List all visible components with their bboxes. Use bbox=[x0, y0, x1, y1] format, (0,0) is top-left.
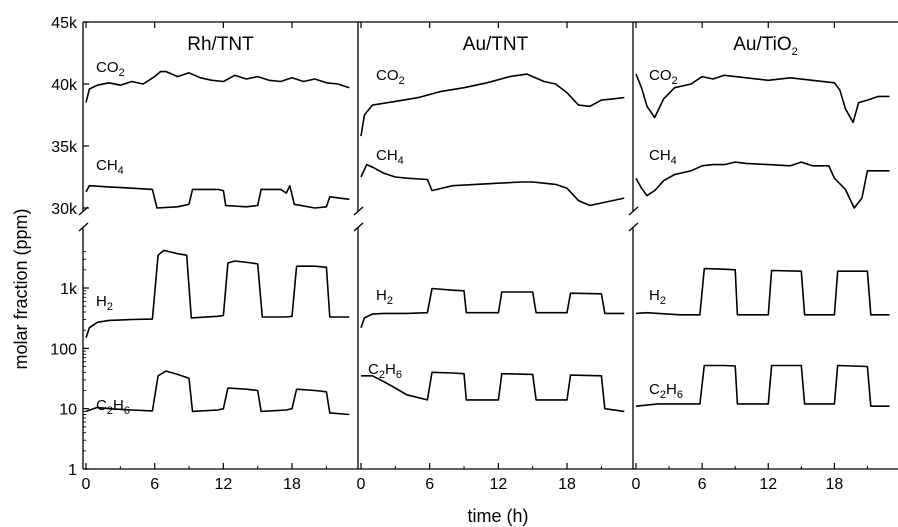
series-line-co2 bbox=[85, 70, 350, 103]
y-tick-label: 10 bbox=[59, 402, 77, 419]
panel-frames bbox=[78, 21, 898, 470]
series-label-h2: H2 bbox=[376, 287, 393, 307]
label-subscript: 4 bbox=[118, 165, 124, 177]
y-tick-label: 1k bbox=[60, 281, 78, 298]
label-subscript: 2 bbox=[660, 389, 666, 401]
label-text: CH bbox=[649, 147, 671, 164]
axis-break-mark bbox=[628, 222, 639, 232]
label-text: CO bbox=[96, 59, 119, 76]
series-label-co2: CO2 bbox=[376, 67, 405, 87]
series-line-ch4 bbox=[85, 184, 350, 209]
panel-title-main: Au/TiO bbox=[733, 34, 791, 55]
label-subscript: 4 bbox=[671, 155, 677, 167]
y-tick-label: 45k bbox=[51, 15, 78, 32]
y-tick-label: 100 bbox=[50, 341, 77, 358]
x-tick-label: 6 bbox=[150, 476, 159, 493]
series-line-co2 bbox=[635, 73, 890, 124]
series-label-c2h6: C2H6 bbox=[96, 397, 130, 417]
panel-title: Rh/TNT bbox=[187, 34, 254, 55]
series-label-ch4: CH4 bbox=[376, 147, 404, 167]
x-tick-label: 0 bbox=[82, 476, 91, 493]
series-line-h2 bbox=[360, 287, 625, 328]
label-subscript: 2 bbox=[379, 369, 385, 381]
series-label-ch4: CH4 bbox=[649, 147, 677, 167]
label-text: CO bbox=[649, 67, 672, 84]
panel-title-subscript: 2 bbox=[792, 46, 798, 58]
series-line-h2 bbox=[85, 249, 350, 338]
series-label-h2: H2 bbox=[96, 293, 113, 313]
label-text: H bbox=[666, 381, 677, 398]
y-axis-title: molar fraction (ppm) bbox=[11, 208, 31, 369]
label-subscript: 4 bbox=[398, 155, 404, 167]
y-tick-label: 40k bbox=[51, 77, 78, 94]
series-line-co2 bbox=[360, 73, 625, 137]
series-line-ch4 bbox=[360, 163, 625, 207]
label-text: CH bbox=[376, 147, 398, 164]
label-subscript: 2 bbox=[387, 295, 393, 307]
series-label-c2h6: C2H6 bbox=[368, 361, 402, 381]
x-tick-label: 6 bbox=[698, 476, 707, 493]
series-label-ch4: CH4 bbox=[96, 157, 124, 177]
axis-break-mark bbox=[353, 222, 364, 232]
label-text: C bbox=[368, 361, 379, 378]
label-subscript: 2 bbox=[107, 405, 113, 417]
label-text: CO bbox=[376, 67, 399, 84]
x-tick-label: 6 bbox=[425, 476, 434, 493]
label-subscript: 2 bbox=[399, 75, 405, 87]
x-tick-label: 12 bbox=[759, 476, 777, 493]
label-text: H bbox=[649, 287, 660, 304]
label-text: H bbox=[96, 293, 107, 310]
series-line-c2h6 bbox=[635, 364, 890, 408]
label-text: H bbox=[376, 287, 387, 304]
x-tick-label: 18 bbox=[558, 476, 576, 493]
label-subscript: 6 bbox=[396, 369, 402, 381]
label-subscript: 2 bbox=[672, 75, 678, 87]
label-text: H bbox=[385, 361, 396, 378]
y-tick-label: 1 bbox=[68, 462, 77, 479]
series-label-co2: CO2 bbox=[649, 67, 678, 87]
label-layer: 0 6 12 18 0 6 12 18 0 6 12 18 30k 35k 40k 45k 1 10 100 1k Rh… bbox=[50, 15, 843, 493]
y-tick-label: 35k bbox=[51, 139, 78, 156]
series-line-c2h6 bbox=[85, 370, 350, 416]
x-axis-title: time (h) bbox=[467, 506, 528, 526]
y-tick-label: 30k bbox=[51, 201, 78, 218]
label-subscript: 2 bbox=[107, 301, 113, 313]
x-tick-label: 0 bbox=[357, 476, 366, 493]
series-line-ch4 bbox=[635, 161, 890, 209]
label-text: H bbox=[113, 397, 124, 414]
panel-title-main: Rh/TNT bbox=[187, 34, 254, 55]
series-label-c2h6: C2H6 bbox=[649, 381, 683, 401]
label-text: C bbox=[96, 397, 107, 414]
panel-title-main: Au/TNT bbox=[463, 34, 529, 55]
series-label-co2: CO2 bbox=[96, 59, 125, 79]
x-tick-label: 18 bbox=[825, 476, 843, 493]
x-tick-label: 18 bbox=[283, 476, 301, 493]
label-subscript: 6 bbox=[677, 389, 683, 401]
label-text: CH bbox=[96, 157, 118, 174]
label-subscript: 2 bbox=[660, 295, 666, 307]
axis-break-mark bbox=[78, 222, 89, 232]
x-tick-label: 12 bbox=[214, 476, 232, 493]
series-line-h2 bbox=[635, 267, 890, 316]
label-subscript: 6 bbox=[124, 405, 130, 417]
panel-title: Au/TiO2 bbox=[733, 34, 798, 58]
x-tick-label: 12 bbox=[489, 476, 507, 493]
x-tick-label: 0 bbox=[632, 476, 641, 493]
label-subscript: 2 bbox=[119, 67, 125, 79]
axis-break-mark bbox=[628, 206, 639, 216]
series-label-h2: H2 bbox=[649, 287, 666, 307]
label-text: C bbox=[649, 381, 660, 398]
panel-title: Au/TNT bbox=[463, 34, 529, 55]
series-line-c2h6 bbox=[361, 371, 625, 413]
axis-break-mark bbox=[353, 206, 364, 216]
plot-layer bbox=[85, 70, 890, 416]
